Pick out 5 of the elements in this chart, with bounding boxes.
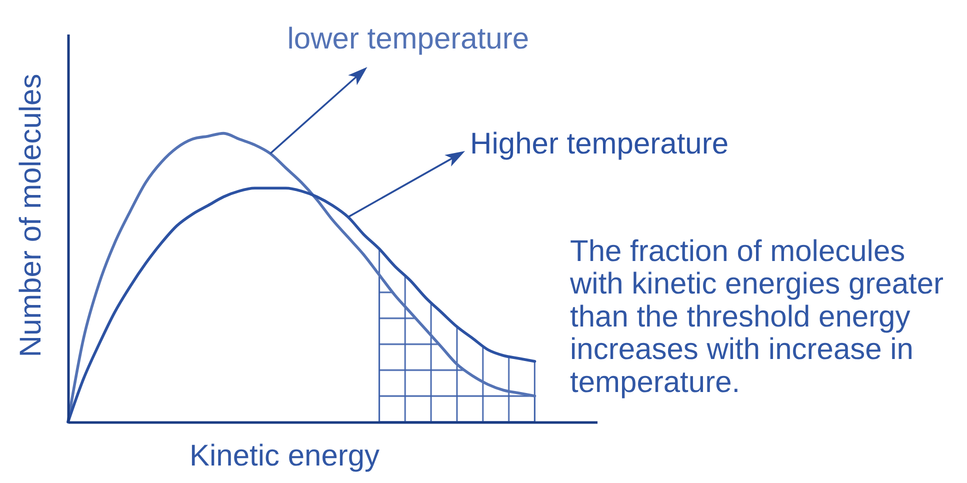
x-axis-title: Kinetic energy <box>189 440 380 472</box>
y-axis-title: Number of molecules <box>14 74 48 358</box>
text: lower temperature <box>287 22 530 56</box>
annotation: The fraction of molecules with kinetic energies greater than the threshold energy increases with increase in temperature. <box>569 235 944 399</box>
text: Higher temperature <box>470 128 729 161</box>
